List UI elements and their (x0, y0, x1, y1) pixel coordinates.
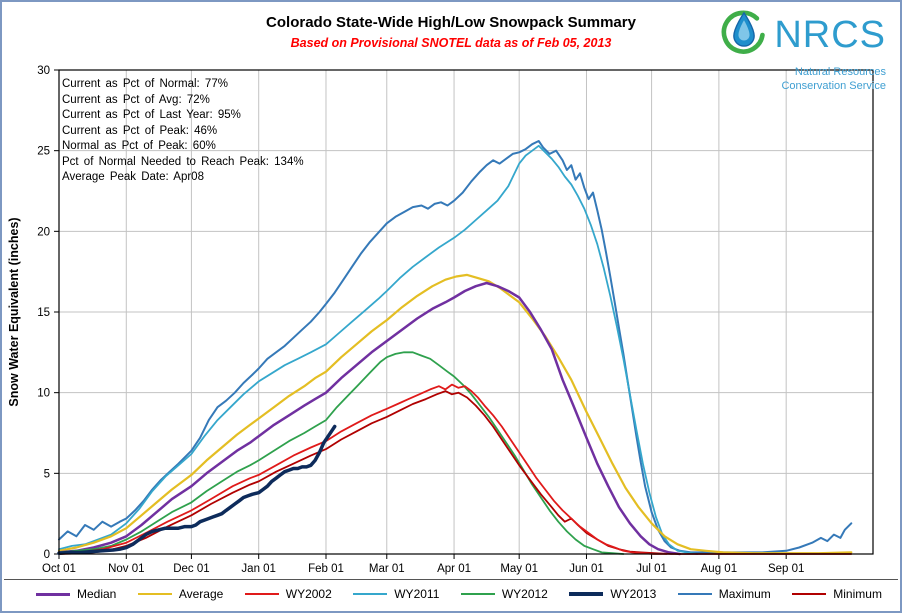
y-tick-label: 15 (37, 307, 50, 319)
series-line-WY2011 (58, 144, 699, 555)
y-tick-label: 25 (37, 146, 50, 158)
series-line-WY2012 (58, 351, 625, 555)
legend-item-Median: Median (36, 587, 116, 601)
legend-item-WY2012: WY2012 (460, 587, 548, 601)
y-axis-title: Snow Water Equivalent (inches) (7, 217, 21, 406)
chart-legend: Median Average WY2002 WY2011 WY2012 WY2013 Max… (36, 587, 882, 601)
legend-label-Minimum: Minimum (833, 587, 882, 601)
legend-swatch-Median (36, 592, 70, 596)
legend-swatch-Maximum (677, 593, 712, 595)
x-tick-label: May 01 (500, 563, 538, 575)
x-tick-label: Aug 01 (701, 563, 737, 575)
stat-line: Current as Pct of Peak: 46% (62, 124, 218, 137)
plot-border (58, 69, 874, 555)
legend-swatch-Minimum (792, 593, 827, 595)
legend-swatch-WY2002 (244, 593, 279, 595)
page-title: Colorado State-Wide High/Low Snowpack Su… (266, 14, 636, 31)
legend-item-WY2002: WY2002 (244, 587, 332, 601)
x-tick-label: Jan 01 (241, 563, 276, 575)
series-line-Maximum (58, 140, 853, 554)
legend-label-Maximum: Maximum (718, 587, 771, 601)
legend-label-WY2002: WY2002 (285, 587, 332, 601)
legend-swatch-WY2012 (460, 593, 495, 595)
legend-item-Average: Average (137, 587, 224, 601)
y-tick-label: 30 (37, 65, 50, 77)
stat-line: Current as Pct of Normal: 77% (62, 78, 228, 90)
nrcs-logo: NRCS Natural Resources Conservation Serv… (720, 7, 886, 94)
stat-line: Pct of Normal Needed to Reach Peak: 134% (62, 155, 304, 168)
stats-annotation-block: Current as Pct of Normal: 77% Current as … (62, 77, 304, 186)
x-tick-label: Jun 01 (569, 563, 604, 575)
y-tick-label: 10 (37, 388, 50, 400)
legend-item-Maximum: Maximum (677, 587, 771, 601)
stat-line: Current as Pct of Avg: 72% (62, 93, 210, 106)
legend-label-Average: Average (178, 587, 224, 601)
legend-divider (4, 579, 898, 580)
stat-line: Current as Pct of Last Year: 95% (62, 109, 241, 121)
series-line-WY2013 (57, 424, 337, 555)
nrcs-org-line1: Natural Resources (794, 66, 886, 78)
y-tick-label: 5 (44, 468, 50, 480)
series-line-Median (57, 281, 682, 556)
legend-label-Median: Median (77, 587, 117, 601)
x-tick-label: Dec 01 (173, 563, 209, 575)
x-tick-label: Oct 01 (42, 563, 76, 575)
x-tick-label: Sep 01 (768, 563, 804, 575)
legend-item-WY2011: WY2011 (353, 587, 439, 601)
page-subtitle: Based on Provisional SNOTEL data as of F… (290, 36, 612, 50)
x-tick-label: Jul 01 (636, 563, 667, 575)
nrcs-logo-top: NRCS (720, 7, 886, 63)
nrcs-org-line2: Conservation Service (781, 80, 886, 93)
water-drop-icon (721, 10, 766, 54)
x-tick-label: Nov 01 (108, 563, 144, 575)
legend-swatch-WY2011 (353, 593, 388, 595)
legend-item-Minimum: Minimum (792, 587, 882, 601)
legend-label-WY2012: WY2012 (501, 587, 548, 601)
legend-item-WY2013: WY2013 (569, 587, 656, 601)
legend-label-WY2011: WY2011 (394, 587, 440, 601)
nrcs-org-name: Natural Resources Conservation Service (781, 65, 886, 94)
series-line-WY2002 (58, 383, 668, 555)
x-tick-label: Apr 01 (437, 563, 471, 575)
x-tick-label: Feb 01 (308, 563, 344, 575)
y-tick-label: 0 (44, 549, 50, 561)
legend-label-WY2013: WY2013 (610, 587, 657, 601)
legend-swatch-Average (137, 593, 172, 595)
x-tick-label: Mar 01 (369, 563, 405, 575)
y-tick-label: 20 (37, 226, 50, 238)
stat-line: Normal as Pct of Peak: 60% (62, 140, 216, 152)
legend-swatch-WY2013 (569, 592, 604, 596)
stat-line: Average Peak Date: Apr08 (62, 171, 204, 183)
series-line-Average (57, 273, 853, 555)
nrcs-acronym: NRCS (774, 14, 886, 56)
